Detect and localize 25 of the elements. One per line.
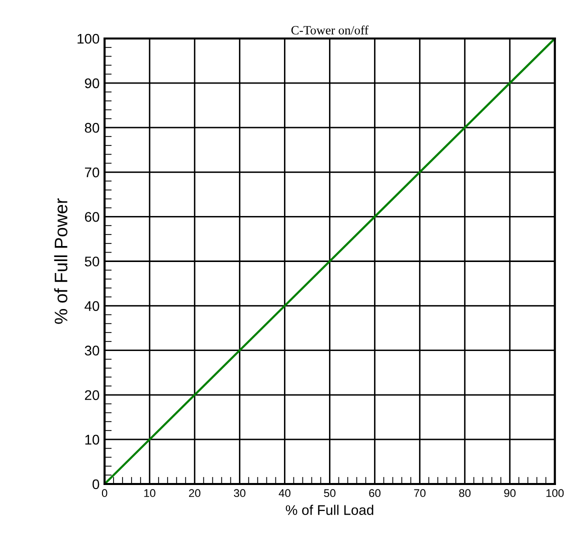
y-axis-title: % of Full Power [54, 198, 68, 324]
x-tick-label: 0 [102, 489, 108, 498]
y-tick-label: 50 [84, 256, 100, 266]
x-tick-label: 60 [369, 489, 380, 498]
y-tick-label: 20 [84, 390, 100, 400]
y-tick-label: 100 [78, 34, 100, 44]
x-tick-label: 30 [234, 489, 246, 498]
x-tick-label: 10 [144, 489, 156, 498]
y-tick-label: 30 [84, 346, 100, 356]
y-tick-label: 0 [92, 479, 100, 490]
chart-title: C-Tower on/off [291, 26, 369, 34]
x-tick-label: 20 [189, 489, 200, 498]
x-tick-label: 40 [278, 489, 290, 498]
y-tick-label: 40 [84, 301, 100, 311]
x-tick-label: 90 [504, 489, 516, 498]
y-tick-label: 60 [84, 212, 100, 222]
y-tick-label: 70 [84, 167, 100, 178]
y-tick-label: 90 [84, 78, 100, 88]
x-tick-label: 80 [459, 489, 471, 498]
x-tick-label: 70 [414, 489, 426, 498]
x-axis-title: % of Full Load [286, 504, 374, 515]
y-tick-label: 80 [84, 122, 100, 133]
y-tick-label: 10 [85, 434, 100, 445]
x-tick-label: 50 [324, 489, 336, 498]
x-tick-label: 100 [546, 489, 564, 498]
